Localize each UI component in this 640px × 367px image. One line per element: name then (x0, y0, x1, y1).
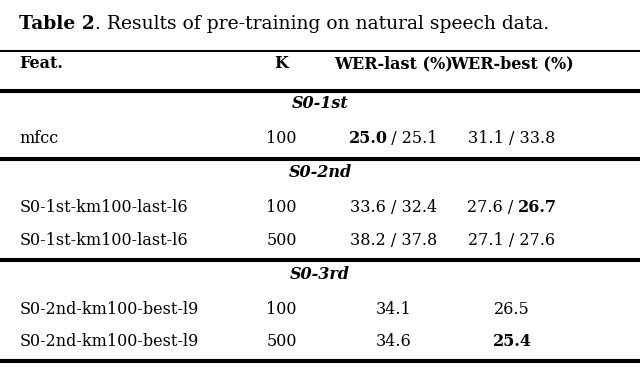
Text: 100: 100 (266, 199, 297, 216)
Text: S0-1st-km100-last-l6: S0-1st-km100-last-l6 (19, 199, 188, 216)
Text: 500: 500 (266, 333, 297, 350)
Text: 34.6: 34.6 (376, 333, 412, 350)
Text: / 25.1: / 25.1 (388, 130, 438, 147)
Text: S0-2nd: S0-2nd (289, 164, 351, 181)
Text: S0-1st: S0-1st (292, 95, 348, 112)
Text: K: K (275, 55, 289, 72)
Text: 100: 100 (266, 130, 297, 147)
Text: WER-best (%): WER-best (%) (450, 55, 574, 72)
Text: S0-2nd-km100-best-l9: S0-2nd-km100-best-l9 (19, 333, 198, 350)
Text: 100: 100 (266, 301, 297, 317)
Text: 31.1 / 33.8: 31.1 / 33.8 (468, 130, 556, 147)
Text: S0-1st-km100-last-l6: S0-1st-km100-last-l6 (19, 232, 188, 248)
Text: 500: 500 (266, 232, 297, 248)
Text: 33.6 / 32.4: 33.6 / 32.4 (350, 199, 437, 216)
Text: S0-3rd: S0-3rd (290, 266, 350, 283)
Text: 38.2 / 37.8: 38.2 / 37.8 (350, 232, 437, 248)
Text: 27.1 / 27.6: 27.1 / 27.6 (468, 232, 556, 248)
Text: WER-last (%): WER-last (%) (334, 55, 453, 72)
Text: S0-2nd-km100-best-l9: S0-2nd-km100-best-l9 (19, 301, 198, 317)
Text: 27.6 /: 27.6 / (467, 199, 518, 216)
Text: 26.5: 26.5 (494, 301, 530, 317)
Text: . Results of pre-training on natural speech data.: . Results of pre-training on natural spe… (95, 15, 549, 33)
Text: 25.4: 25.4 (493, 333, 531, 350)
Text: 34.1: 34.1 (376, 301, 412, 317)
Text: Feat.: Feat. (19, 55, 63, 72)
Text: 25.0: 25.0 (349, 130, 388, 147)
Text: Table 2: Table 2 (19, 15, 95, 33)
Text: mfcc: mfcc (19, 130, 58, 147)
Text: 26.7: 26.7 (518, 199, 557, 216)
